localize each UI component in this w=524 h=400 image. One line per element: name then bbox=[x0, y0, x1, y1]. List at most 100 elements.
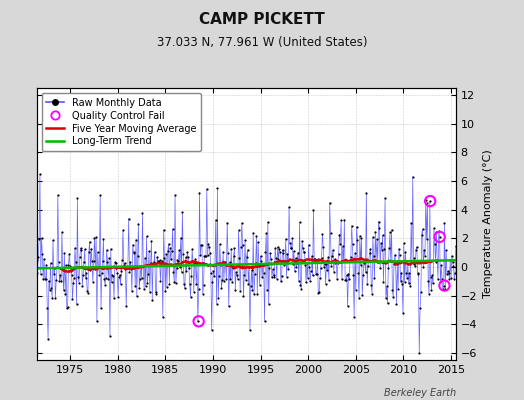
Point bbox=[311, 256, 319, 262]
Point bbox=[297, 286, 305, 292]
Point bbox=[336, 241, 344, 248]
Point bbox=[188, 246, 196, 253]
Point bbox=[339, 243, 347, 249]
Point bbox=[168, 247, 176, 254]
Point bbox=[156, 278, 165, 284]
Point bbox=[303, 260, 311, 266]
Point bbox=[153, 254, 161, 260]
Point bbox=[74, 274, 82, 280]
Point bbox=[231, 286, 239, 293]
Point bbox=[137, 274, 146, 281]
Point bbox=[104, 276, 113, 282]
Point bbox=[441, 286, 450, 293]
Point bbox=[97, 305, 105, 312]
Point bbox=[422, 197, 430, 203]
Point bbox=[378, 247, 386, 253]
Point bbox=[77, 247, 85, 254]
Point bbox=[369, 234, 377, 240]
Point bbox=[53, 192, 62, 198]
Point bbox=[65, 251, 73, 258]
Point bbox=[118, 257, 126, 263]
Point bbox=[343, 303, 352, 309]
Point bbox=[375, 224, 384, 231]
Point bbox=[69, 280, 78, 287]
Point bbox=[440, 220, 449, 226]
Point bbox=[202, 253, 210, 259]
Point bbox=[89, 278, 97, 285]
Point bbox=[172, 265, 181, 272]
Point bbox=[187, 272, 195, 279]
Point bbox=[166, 244, 174, 251]
Point bbox=[156, 257, 164, 264]
Point bbox=[221, 262, 230, 268]
Point bbox=[358, 292, 366, 298]
Point bbox=[196, 252, 204, 258]
Point bbox=[178, 269, 186, 275]
Point bbox=[215, 272, 223, 279]
Point bbox=[162, 251, 170, 257]
Point bbox=[374, 258, 382, 265]
Point bbox=[133, 293, 141, 299]
Point bbox=[364, 263, 372, 269]
Point bbox=[265, 301, 273, 307]
Point bbox=[381, 195, 389, 202]
Point bbox=[158, 258, 166, 264]
Point bbox=[131, 283, 139, 289]
Point bbox=[197, 242, 205, 248]
Point bbox=[252, 260, 260, 266]
Point bbox=[285, 204, 293, 210]
Point bbox=[50, 271, 58, 277]
Point bbox=[284, 266, 292, 272]
Point bbox=[220, 278, 228, 284]
Point bbox=[443, 271, 451, 278]
Point bbox=[208, 327, 216, 333]
Point bbox=[409, 254, 418, 261]
Point bbox=[187, 294, 195, 300]
Point bbox=[72, 259, 80, 265]
Point bbox=[281, 259, 289, 266]
Point bbox=[395, 246, 403, 252]
Point bbox=[206, 269, 215, 276]
Point bbox=[261, 249, 270, 255]
Point bbox=[58, 229, 66, 235]
Point bbox=[62, 305, 71, 312]
Point bbox=[390, 252, 399, 258]
Point bbox=[84, 249, 93, 256]
Point bbox=[73, 195, 82, 202]
Point bbox=[259, 270, 268, 276]
Point bbox=[400, 279, 409, 285]
Point bbox=[244, 281, 253, 287]
Point bbox=[387, 258, 395, 264]
Point bbox=[278, 273, 286, 279]
Point bbox=[150, 259, 158, 266]
Point bbox=[290, 248, 298, 254]
Point bbox=[337, 217, 345, 224]
Point bbox=[408, 258, 416, 265]
Point bbox=[32, 257, 41, 263]
Point bbox=[228, 278, 236, 285]
Point bbox=[405, 280, 413, 286]
Point bbox=[278, 246, 287, 253]
Point bbox=[400, 240, 408, 246]
Point bbox=[359, 272, 367, 278]
Point bbox=[320, 264, 328, 270]
Point bbox=[391, 260, 400, 266]
Point bbox=[134, 221, 143, 227]
Point bbox=[115, 273, 123, 280]
Point bbox=[366, 246, 375, 252]
Legend: Raw Monthly Data, Quality Control Fail, Five Year Moving Average, Long-Term Tren: Raw Monthly Data, Quality Control Fail, … bbox=[41, 93, 201, 151]
Point bbox=[146, 260, 155, 266]
Point bbox=[374, 218, 383, 225]
Point bbox=[301, 261, 310, 268]
Point bbox=[325, 277, 333, 284]
Point bbox=[85, 238, 94, 245]
Point bbox=[328, 252, 336, 259]
Point bbox=[296, 281, 304, 288]
Point bbox=[378, 232, 387, 238]
Point bbox=[40, 256, 48, 262]
Point bbox=[112, 265, 121, 271]
Point bbox=[90, 235, 99, 241]
Point bbox=[289, 261, 297, 267]
Point bbox=[232, 269, 241, 276]
Point bbox=[68, 272, 76, 278]
